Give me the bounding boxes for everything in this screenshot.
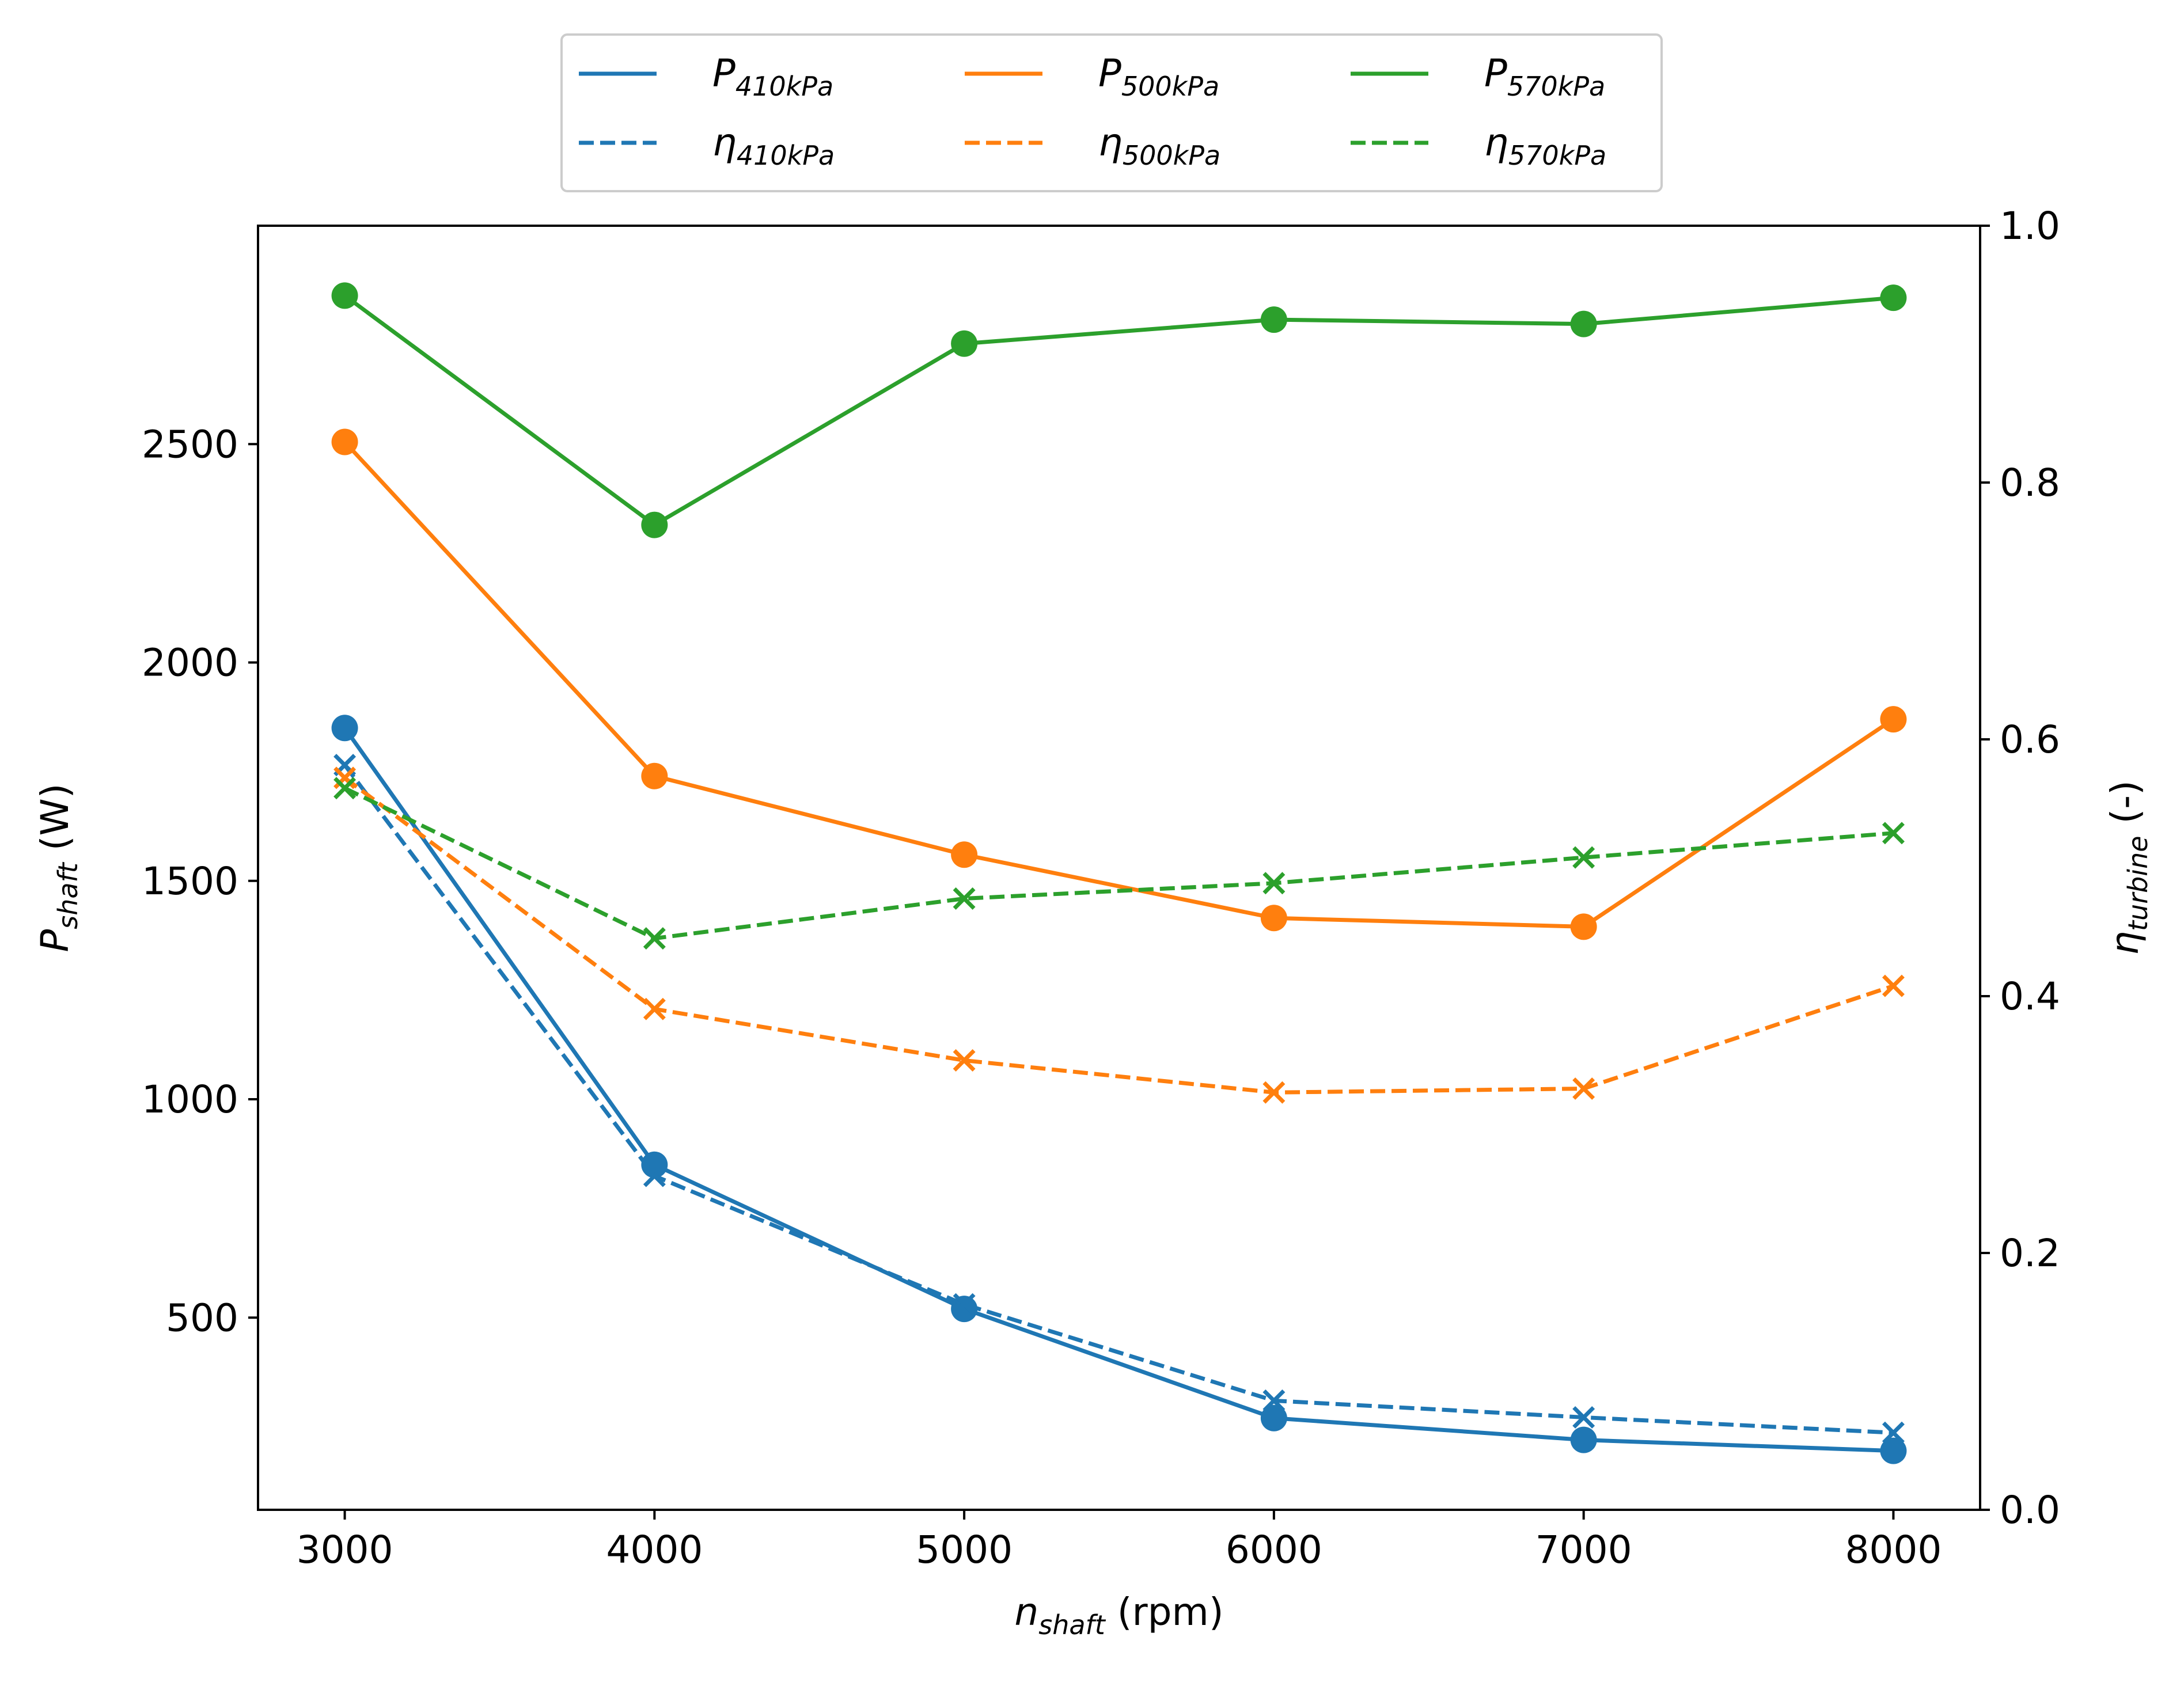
data-point-η_500kPa-5000 (953, 1049, 976, 1072)
data-point-P_500kPa-7000 (1570, 913, 1597, 940)
x-tick-label: 8000 (1845, 1528, 1942, 1572)
y-left-tick-label: 2000 (142, 641, 238, 685)
label-subscript: shaft (52, 861, 84, 929)
legend-entry-P_570kPa: P570kPa (1351, 51, 1605, 102)
x-tick-label: 4000 (606, 1528, 703, 1572)
legend-label: P570kPa (1484, 51, 1605, 102)
data-point-η_570kPa-3000 (333, 777, 357, 800)
x-tick-label: 7000 (1535, 1528, 1632, 1572)
label-main: P (33, 929, 77, 952)
label-main: η (2103, 931, 2147, 955)
series-line-P_570kPa (343, 293, 1895, 527)
data-point-P_570kPa-8000 (1880, 284, 1907, 312)
series-line-η_570kPa (344, 786, 1894, 941)
data-point-P_570kPa-6000 (1260, 306, 1287, 333)
y-right-axis-label: ηturbine (-) (2103, 780, 2153, 955)
y-left-tick-label: 500 (166, 1296, 238, 1340)
legend-entry-η_410kPa: η410kPa (579, 120, 835, 171)
legend-entry-η_570kPa: η570kPa (1351, 120, 1606, 171)
y-left-tick-label: 1500 (142, 859, 238, 903)
x-tick-label: 6000 (1226, 1528, 1322, 1572)
series-η_570kPa (333, 777, 1905, 950)
y-right-tick-label: 0.2 (2000, 1231, 2060, 1275)
data-point-η_410kPa-5000 (953, 1293, 976, 1316)
data-point-η_570kPa-8000 (1882, 822, 1905, 845)
y-right-tick-label: 0.6 (2000, 717, 2060, 762)
series-line-P_500kPa (343, 439, 1895, 929)
legend-label: η410kPa (712, 120, 835, 171)
data-point-η_410kPa-6000 (1262, 1389, 1286, 1412)
data-point-η_500kPa-3000 (333, 766, 357, 789)
data-point-P_570kPa-3000 (331, 282, 358, 309)
label-subscript: turbine (2122, 836, 2153, 931)
data-point-η_410kPa-8000 (1882, 1421, 1905, 1444)
y-right-tick-label: 1.0 (2000, 204, 2060, 248)
legend-label: P410kPa (712, 51, 833, 102)
label-unit: (rpm) (1105, 1590, 1224, 1634)
y-left-tick-label: 2500 (142, 422, 238, 466)
data-point-η_410kPa-7000 (1572, 1406, 1595, 1429)
data-point-P_500kPa-3000 (331, 428, 358, 455)
series-P_500kPa (331, 428, 1907, 940)
x-tick-label: 5000 (916, 1528, 1013, 1572)
data-point-P_570kPa-5000 (951, 330, 978, 357)
data-point-η_570kPa-7000 (1572, 846, 1595, 869)
data-point-P_410kPa-8000 (1880, 1437, 1907, 1464)
legend-entry-P_410kPa: P410kPa (579, 51, 833, 102)
data-point-P_500kPa-6000 (1260, 905, 1287, 932)
series-P_570kPa (331, 282, 1907, 538)
label-unit: (W) (33, 783, 77, 863)
data-point-P_410kPa-7000 (1570, 1426, 1597, 1453)
y-right-tick-label: 0.4 (2000, 974, 2060, 1019)
data-point-P_500kPa-4000 (641, 762, 668, 789)
data-point-η_570kPa-6000 (1262, 872, 1286, 895)
data-point-η_500kPa-6000 (1262, 1081, 1286, 1104)
y-right-tick-label: 0.0 (2000, 1488, 2060, 1532)
axes-layer: 3000 4000 5000 6000 7000 8000 500 1000 1500 2000 2… (33, 204, 2153, 1641)
series-line-P_410kPa (343, 726, 1895, 1453)
label-unit: (-) (2103, 780, 2147, 836)
data-point-P_410kPa-6000 (1260, 1404, 1287, 1431)
y-left-axis-label: Pshaft (W) (33, 783, 84, 952)
data-point-P_410kPa-3000 (331, 715, 358, 742)
series-P_410kPa (331, 715, 1907, 1464)
axes-frame (257, 225, 1981, 1511)
legend: P410kPa P500kPa P570kPa η410kPa η500kPa η570k… (560, 33, 1663, 192)
legend-entry-P_500kPa: P500kPa (965, 51, 1219, 102)
series-line-η_500kPa (343, 776, 1894, 1095)
series-layer (331, 282, 1907, 1464)
y-right-tick-label: 0.8 (2000, 461, 2060, 505)
data-point-η_500kPa-8000 (1882, 974, 1905, 997)
data-point-η_500kPa-4000 (643, 997, 666, 1020)
legend-entry-η_500kPa: η500kPa (965, 120, 1220, 171)
legend-label: P500kPa (1098, 51, 1219, 102)
data-point-P_570kPa-4000 (641, 511, 668, 538)
data-point-P_570kPa-7000 (1570, 310, 1597, 337)
series-η_500kPa (333, 766, 1905, 1104)
data-point-η_570kPa-4000 (643, 927, 666, 950)
label-main: n (1014, 1590, 1038, 1634)
series-η_410kPa (333, 754, 1905, 1444)
legend-label: η570kPa (1484, 120, 1606, 171)
x-axis-label: nshaft (rpm) (1014, 1590, 1223, 1641)
label-subscript: shaft (1038, 1609, 1106, 1641)
legend-label: η500kPa (1098, 120, 1220, 171)
data-point-P_500kPa-8000 (1880, 706, 1907, 733)
x-tick-label: 3000 (297, 1528, 393, 1572)
y-left-tick-label: 1000 (142, 1077, 238, 1122)
data-point-P_500kPa-5000 (951, 841, 978, 868)
data-point-η_500kPa-7000 (1572, 1077, 1595, 1100)
data-point-η_570kPa-5000 (953, 887, 976, 910)
data-point-η_410kPa-4000 (643, 1164, 666, 1187)
series-line-η_410kPa (343, 764, 1894, 1435)
